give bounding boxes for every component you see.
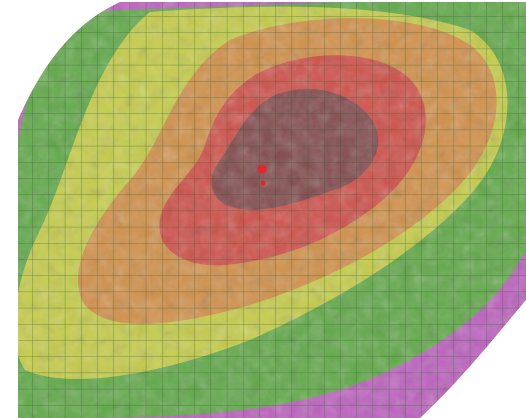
source-point-secondary-marker[interactable] (261, 181, 266, 186)
source-point-marker[interactable] (258, 165, 267, 174)
